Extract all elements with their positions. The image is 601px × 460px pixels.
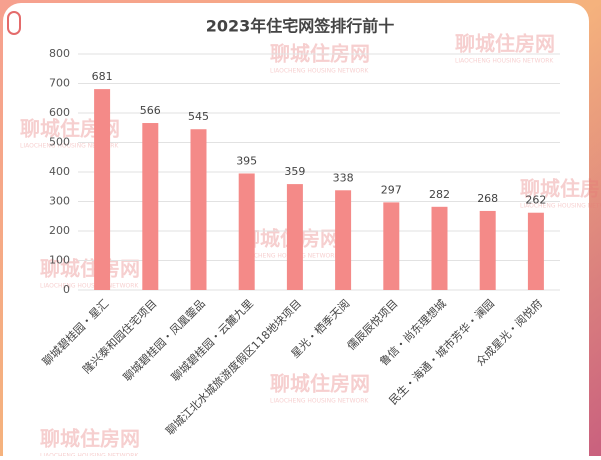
bar [94,89,111,290]
watermark: 聊城住房网 [270,372,370,396]
y-tick-label: 200 [49,224,70,237]
bar [190,129,207,290]
bar [142,123,159,290]
y-tick-label: 700 [49,77,70,90]
value-label: 262 [525,194,546,207]
y-tick-label: 400 [49,165,70,178]
watermark: 聊城住房网 [520,177,601,201]
value-label: 268 [477,192,498,205]
value-label: 359 [284,165,305,178]
y-tick-label: 500 [49,136,70,149]
value-label: 297 [381,183,402,196]
watermark: 聊城住房网 [455,32,555,56]
value-label: 566 [140,104,161,117]
value-label: 681 [92,70,113,83]
y-tick-label: 600 [49,106,70,119]
watermark-sub: LIAOCHENG HOUSING NETWORK [455,58,554,65]
chart-title: 2023年住宅网签排行前十 [206,17,395,36]
value-label: 338 [333,171,354,184]
watermark-sub: LIAOCHENG HOUSING NETWORK [270,398,369,405]
watermark: 聊城住房网 [40,427,140,451]
value-label: 545 [188,110,209,123]
y-tick-label: 800 [49,47,70,60]
bar [431,206,448,290]
bar [238,173,255,290]
watermark-sub: LIAOCHENG HOUSING NETWORK [20,143,119,150]
bar [286,184,303,290]
watermark-sub: LIAOCHENG HOUSING NETWORK [270,68,369,75]
watermark-sub: LIAOCHENG HOUSING NETWORK [520,203,601,210]
watermark-sub: LIAOCHENG HOUSING NETWORK [40,283,139,290]
watermark-sub: LIAOCHENG HOUSING NETWORK [40,453,139,457]
bar [383,202,400,290]
bar [335,190,352,290]
value-label: 395 [236,154,257,167]
y-tick-label: 300 [49,195,70,208]
icon [7,11,21,35]
y-tick-label: 100 [49,254,70,267]
value-label: 282 [429,188,450,201]
bar [479,210,496,290]
bar [527,212,544,290]
y-tick-label: 0 [63,283,70,296]
